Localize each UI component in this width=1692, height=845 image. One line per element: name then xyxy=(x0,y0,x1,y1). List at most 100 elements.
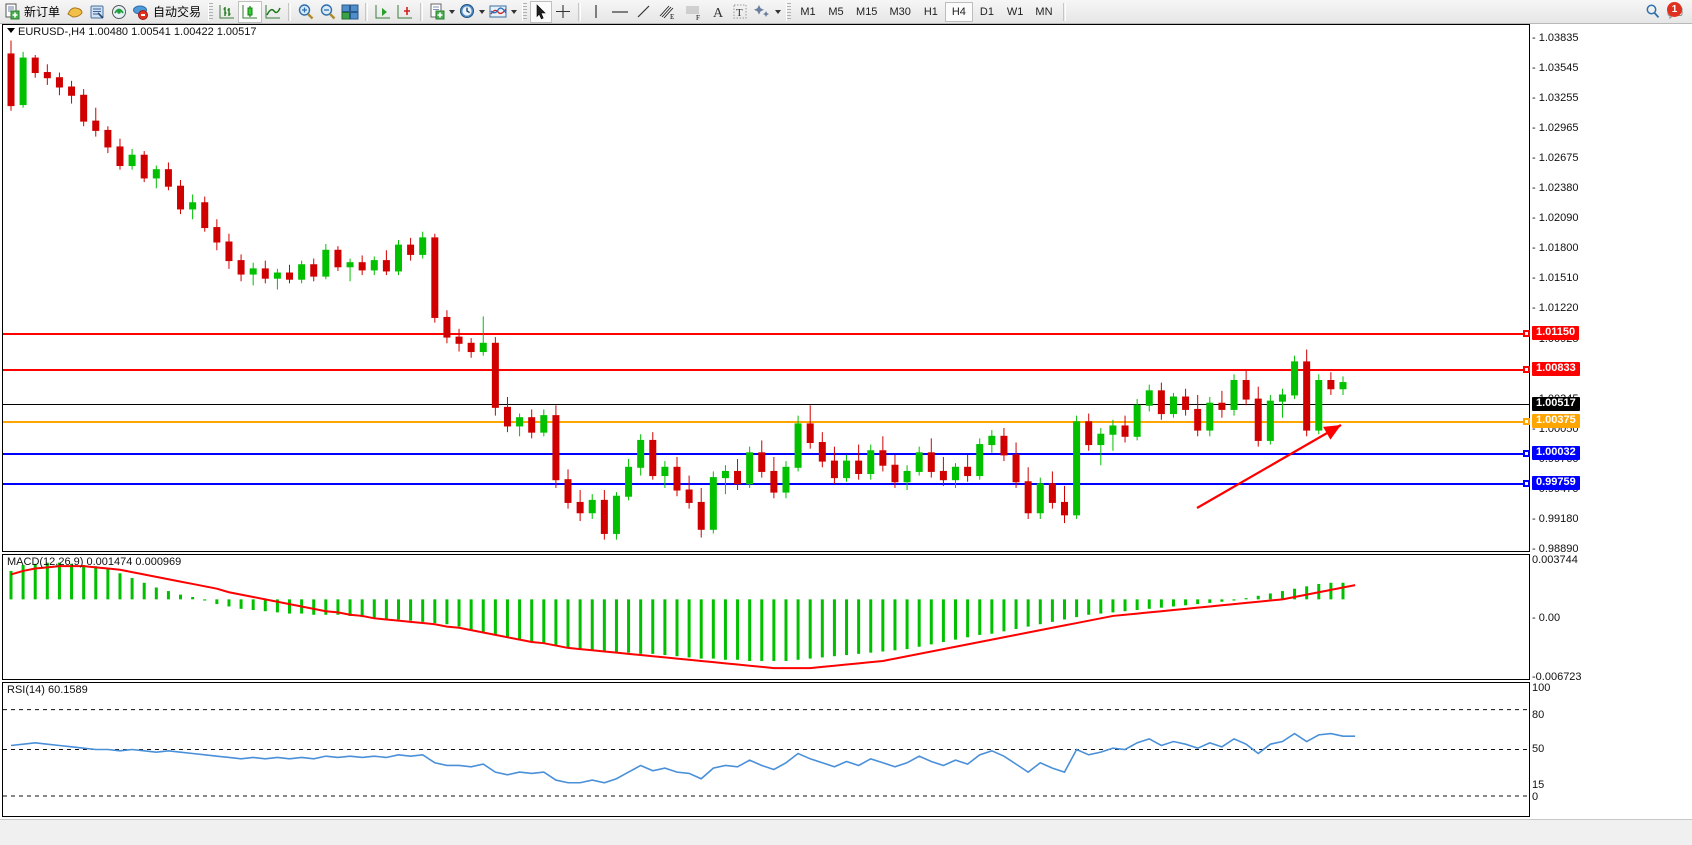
rsi-series xyxy=(3,709,1531,797)
line-stroke xyxy=(3,333,1529,335)
templates-button[interactable] xyxy=(427,1,457,23)
fibonacci-retracement-tool-button[interactable]: F xyxy=(681,1,707,23)
equidistant-channel-tool-button[interactable]: E xyxy=(655,1,681,23)
toolbar-grip[interactable] xyxy=(522,2,528,21)
data-window-icon xyxy=(90,5,104,19)
timeframe-h1[interactable]: H1 xyxy=(923,5,938,18)
rsi-axis-tick: 80 xyxy=(1532,709,1545,721)
line-handle[interactable] xyxy=(1523,366,1530,373)
templates-icon xyxy=(430,3,445,20)
price-tag-last-price[interactable]: 1.00517 xyxy=(1532,397,1580,411)
text-label-tool-button[interactable]: T xyxy=(729,1,751,23)
auto-trading-button[interactable]: 自动交易 xyxy=(130,1,205,23)
period-button[interactable] xyxy=(457,1,487,23)
price-tag-support-2[interactable]: 0.99759 xyxy=(1532,476,1580,490)
line-chart-icon xyxy=(265,5,281,19)
market-watch-button[interactable] xyxy=(108,1,130,23)
zoom-in-button[interactable] xyxy=(295,1,317,23)
candlestick-chart-icon xyxy=(242,5,258,19)
candlestick-chart-button[interactable] xyxy=(238,0,263,23)
rsi-axis-tick: 15 xyxy=(1532,779,1545,791)
price-axis-tick: - 1.02965 xyxy=(1532,121,1579,134)
price-tag-resistance-2[interactable]: 1.00833 xyxy=(1532,362,1580,376)
price-axis-tick: - 1.01220 xyxy=(1532,302,1579,315)
line-chart-button[interactable] xyxy=(262,1,284,23)
rsi-axis-tick: 100 xyxy=(1532,682,1551,694)
notification-badge: 1 xyxy=(1667,1,1682,17)
horizontal-line-tool-button[interactable] xyxy=(607,1,633,23)
rsi-pane[interactable]: RSI(14) 60.1589 xyxy=(2,682,1531,817)
new-order-button[interactable]: 新订单 xyxy=(2,1,64,23)
line-handle[interactable] xyxy=(1523,450,1530,457)
rsi-axis-tick: 0 xyxy=(1532,791,1539,803)
vertical-line-tool-button[interactable] xyxy=(585,1,607,23)
timeframe-m30[interactable]: M30 xyxy=(889,5,911,18)
timeframe-d1[interactable]: D1 xyxy=(979,5,994,18)
expert-advisor-icon xyxy=(67,6,83,18)
line-handle[interactable] xyxy=(1523,330,1530,337)
indicators-icon xyxy=(489,5,507,17)
toolbar-separator xyxy=(420,2,424,21)
chevron-down-icon[interactable] xyxy=(7,28,15,33)
shift-end-button[interactable] xyxy=(372,1,394,23)
price-tag-resistance-1[interactable]: 1.01150 xyxy=(1532,326,1580,340)
chart-area[interactable]: EURUSD-,H4 1.00480 1.00541 1.00422 1.005… xyxy=(0,24,1692,845)
macd-axis-tick: -0.006723 xyxy=(1532,671,1582,683)
auto-trading-icon xyxy=(133,5,149,20)
chevron-down-icon[interactable] xyxy=(511,9,518,14)
price-axis-tick: - 1.01800 xyxy=(1532,242,1579,255)
expert-advisor-button[interactable] xyxy=(64,1,86,23)
text-icon: A xyxy=(713,6,724,20)
vertical-line-icon xyxy=(595,5,597,18)
line-handle[interactable] xyxy=(1523,418,1530,425)
shapes-icon xyxy=(754,5,770,17)
price-axis[interactable]: - 1.03835 - 1.03545 - 1.03255 - 1.02965 - 1.… xyxy=(1530,24,1692,817)
tile-windows-icon xyxy=(341,4,359,19)
price-pane[interactable]: EURUSD-,H4 1.00480 1.00541 1.00422 1.005… xyxy=(2,24,1530,552)
indicators-button[interactable] xyxy=(487,1,519,23)
trendline-tool-button[interactable] xyxy=(633,1,655,23)
price-tag-pivot[interactable]: 1.00375 xyxy=(1532,414,1580,428)
notification-button[interactable]: 1 xyxy=(1664,1,1690,23)
chevron-down-icon[interactable] xyxy=(775,9,782,14)
cursor-tool-button[interactable] xyxy=(530,0,553,23)
main-toolbar: 新订单 自动交易 xyxy=(0,0,1692,24)
toolbar-grip[interactable] xyxy=(208,2,214,21)
price-axis-tick: - 1.02675 xyxy=(1532,151,1579,164)
timeframe-m1[interactable]: M1 xyxy=(800,5,816,18)
symbol-ohlc-label: EURUSD-,H4 1.00480 1.00541 1.00422 1.005… xyxy=(7,26,257,38)
price-axis-tick: - 1.01510 xyxy=(1532,272,1579,285)
shapes-tool-button[interactable] xyxy=(751,1,783,23)
crosshair-tool-button[interactable] xyxy=(552,1,574,23)
auto-scroll-button[interactable] xyxy=(394,1,416,23)
line-handle[interactable] xyxy=(1523,480,1530,487)
macd-pane[interactable]: MACD(12,26,9) 0.001474 0.000969 xyxy=(2,554,1530,680)
timeframe-w1[interactable]: W1 xyxy=(1006,5,1024,18)
price-axis-tick: - 1.02090 xyxy=(1532,212,1579,225)
timeframe-mn[interactable]: MN xyxy=(1035,5,1053,18)
chevron-down-icon[interactable] xyxy=(479,9,486,14)
chevron-down-icon[interactable] xyxy=(449,9,456,14)
svg-text:T: T xyxy=(736,7,743,19)
fibonacci-retracement-icon: F xyxy=(686,6,700,21)
price-tag-support-1[interactable]: 1.00032 xyxy=(1532,446,1580,460)
bar-chart-button[interactable] xyxy=(216,1,238,23)
macd-axis-tick: 0.003744 xyxy=(1532,554,1578,566)
toolbar-grip[interactable] xyxy=(786,2,792,21)
price-axis-tick: - 1.00050 xyxy=(1532,423,1579,436)
macd-series xyxy=(9,562,1356,670)
status-bar xyxy=(0,819,1692,845)
search-button[interactable] xyxy=(1642,1,1664,23)
timeframe-m5[interactable]: M5 xyxy=(828,5,844,18)
market-watch-icon xyxy=(111,4,126,19)
shift-end-icon xyxy=(375,5,391,19)
price-axis-tick: - 1.03545 xyxy=(1532,61,1579,74)
line-stroke xyxy=(3,453,1529,455)
timeframe-m15[interactable]: M15 xyxy=(856,5,878,18)
data-window-button[interactable] xyxy=(86,1,108,23)
text-tool-button[interactable]: A xyxy=(707,1,729,23)
timeframe-h4[interactable]: H4 xyxy=(944,1,973,22)
zoom-out-button[interactable] xyxy=(317,1,339,23)
line-stroke xyxy=(3,421,1529,423)
tile-windows-button[interactable] xyxy=(339,1,361,23)
